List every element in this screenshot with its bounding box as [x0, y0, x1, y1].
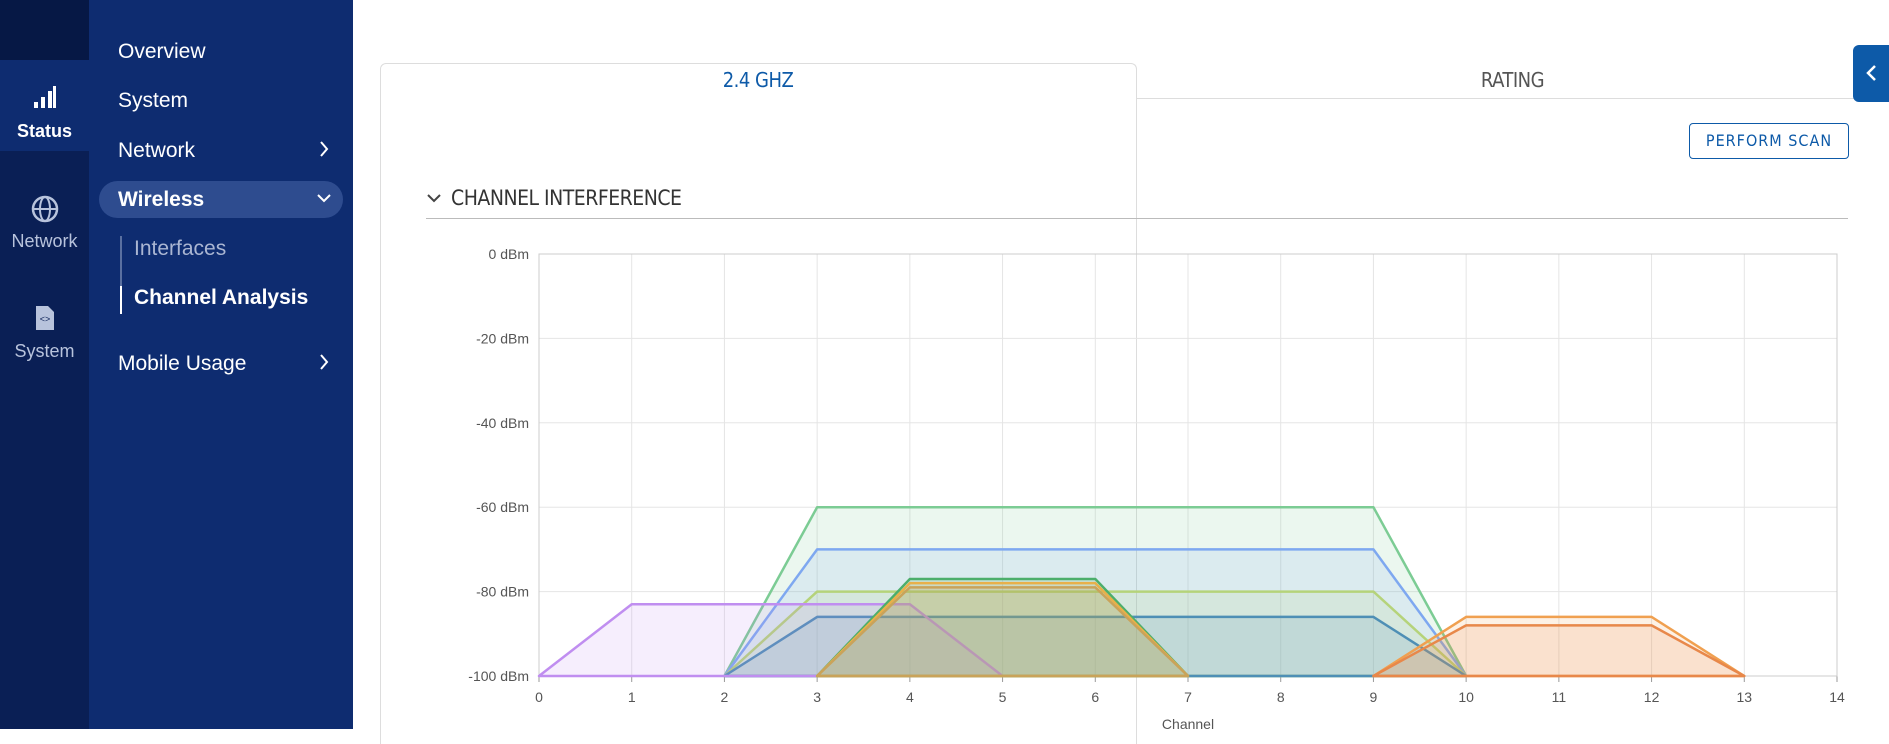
y-tick-label: -40 dBm — [476, 415, 529, 431]
rail-top — [0, 0, 89, 60]
menu-overview[interactable]: Overview — [118, 40, 206, 63]
system-icon: <> — [36, 306, 54, 330]
icon-rail: Status Network <> System — [0, 0, 89, 729]
submenu-line — [120, 236, 122, 314]
menu-wireless[interactable]: Wireless — [118, 188, 205, 211]
y-tick-label: -60 dBm — [476, 499, 529, 515]
y-tick-label: -20 dBm — [476, 330, 529, 346]
x-tick-label: 7 — [1184, 689, 1192, 705]
x-tick-label: 1 — [628, 689, 636, 705]
menu-channel-analysis[interactable]: Channel Analysis — [134, 286, 309, 309]
y-tick-label: 0 dBm — [489, 246, 529, 262]
svg-text:<>: <> — [40, 314, 51, 324]
perform-scan-button[interactable]: PERFORM SCAN — [1689, 123, 1849, 159]
toggle-icon — [1866, 65, 1876, 81]
x-tick-label: 9 — [1370, 689, 1378, 705]
menu-network[interactable]: Network — [118, 139, 196, 162]
y-tick-label: -80 dBm — [476, 584, 529, 600]
status-icon — [34, 86, 56, 108]
x-tick-label: 14 — [1829, 689, 1845, 705]
x-tick-label: 2 — [721, 689, 729, 705]
section-chevron — [427, 194, 441, 203]
area-series — [1372, 624, 1746, 678]
menu-chevrons — [317, 141, 331, 370]
section-line — [426, 218, 1848, 219]
x-axis-label: Channel — [1162, 716, 1214, 729]
network-icon — [31, 195, 59, 223]
section-title: CHANNEL INTERFERENCE — [451, 186, 682, 210]
menu-system[interactable]: System — [118, 89, 189, 112]
active-pill — [99, 181, 343, 218]
x-tick-label: 4 — [906, 689, 914, 705]
x-tick-label: 10 — [1458, 689, 1474, 705]
tab-rating[interactable]: RATING — [1480, 68, 1545, 92]
tab-24ghz[interactable]: 2.4 GHZ — [722, 68, 794, 92]
tab-active — [380, 63, 1137, 744]
side-toggle[interactable] — [1853, 45, 1889, 102]
y-tick-label: -100 dBm — [468, 668, 529, 684]
x-tick-label: 12 — [1644, 689, 1660, 705]
x-tick-label: 8 — [1277, 689, 1285, 705]
x-tick-label: 6 — [1091, 689, 1099, 705]
rail-network[interactable]: Network — [11, 231, 78, 251]
menu-mobile-usage[interactable]: Mobile Usage — [118, 352, 247, 375]
menu-interfaces[interactable]: Interfaces — [134, 237, 227, 260]
x-tick-label: 5 — [999, 689, 1007, 705]
tab-line — [1136, 98, 1889, 99]
area-series — [723, 615, 1468, 678]
x-tick-label: 13 — [1736, 689, 1752, 705]
sidebar — [89, 0, 353, 729]
rail-status[interactable]: Status — [16, 121, 72, 141]
submenu-active-line — [120, 286, 122, 314]
area-series — [815, 586, 1190, 678]
chart: -100 dBm -80 dBm -60 dBm -40 dBm -20 dBm 0 dB… — [468, 246, 1845, 729]
x-tick-label: 0 — [535, 689, 543, 705]
x-tick-label: 11 — [1552, 689, 1567, 705]
rail-system[interactable]: System — [14, 341, 75, 361]
x-tick-label: 3 — [813, 689, 821, 705]
